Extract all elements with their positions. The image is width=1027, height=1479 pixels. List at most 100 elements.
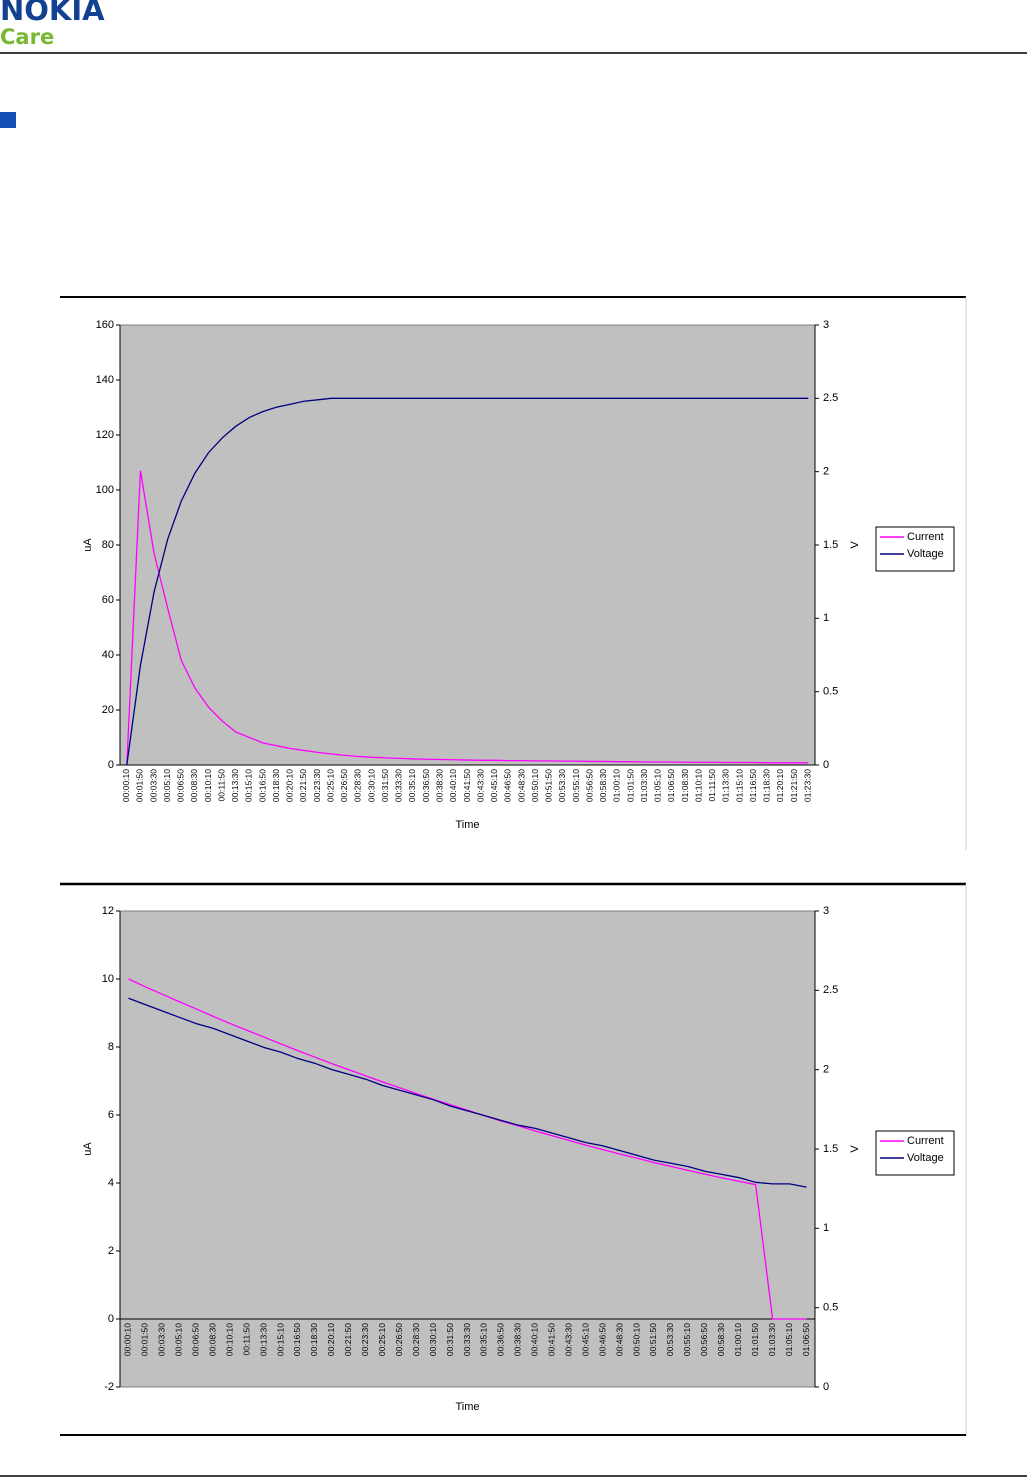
x-tick-label: 00:31:50: [445, 1323, 455, 1356]
x-tick-label: 00:45:10: [580, 1323, 590, 1356]
x-tick-label: 01:13:30: [721, 769, 731, 802]
y-tick-label: 12: [102, 905, 114, 917]
x-tick-label: 00:16:50: [257, 769, 267, 802]
x-tick-label: 00:23:30: [360, 1323, 370, 1356]
x-tick-label: 00:06:50: [191, 1323, 201, 1356]
x-tick-label: 00:33:30: [394, 769, 404, 802]
x-tick-label: 00:56:50: [584, 769, 594, 802]
x-tick-label: 00:08:30: [189, 769, 199, 802]
x-tick-label: 00:41:50: [462, 769, 472, 802]
x-tick-label: 01:06:50: [801, 1323, 811, 1356]
y2-tick-label: 3: [823, 319, 829, 331]
y2-tick-label: 2.5: [823, 392, 838, 404]
x-tick-label: 00:26:50: [339, 769, 349, 802]
x-tick-label: 00:20:10: [326, 1323, 336, 1356]
x-tick-label: 01:05:10: [784, 1323, 794, 1356]
x-tick-label: 01:05:10: [653, 769, 663, 802]
y2-tick-label: 1: [823, 612, 829, 624]
x-tick-label: 00:06:50: [176, 769, 186, 802]
x-tick-label: 00:00:10: [123, 1323, 133, 1356]
y2-tick-label: 1.5: [823, 1143, 838, 1155]
y-tick-label: 140: [96, 374, 114, 386]
x-tick-label: 00:36:50: [496, 1323, 506, 1356]
plot-area: [119, 910, 816, 1388]
legend-label: Voltage: [907, 1152, 944, 1164]
x-tick-label: 00:51:50: [648, 1323, 658, 1356]
y2-tick-label: 0: [823, 759, 829, 771]
x-tick-label: 01:18:30: [762, 769, 772, 802]
x-tick-label: 01:20:10: [775, 769, 785, 802]
x-tick-label: 00:40:10: [530, 1323, 540, 1356]
y2-tick-label: 0.5: [823, 686, 838, 698]
x-tick-label: 00:58:30: [716, 1323, 726, 1356]
y-tick-label: -2: [104, 1381, 114, 1393]
y-tick-label: 20: [102, 704, 114, 716]
logo-subtitle: Care: [0, 25, 54, 49]
x-tick-label: 00:50:10: [631, 1323, 641, 1356]
y-tick-label: 0: [108, 759, 114, 771]
x-tick-label: 00:35:10: [407, 769, 417, 802]
data-line: [128, 978, 807, 1320]
x-tick-label: 00:30:10: [366, 769, 376, 802]
x-tick-label: 00:13:30: [258, 1323, 268, 1356]
x-tick-label: 00:51:50: [544, 769, 554, 802]
x-tick-label: 01:03:30: [639, 769, 649, 802]
y2-axis-title: V: [849, 1145, 861, 1153]
x-tick-label: 00:55:10: [571, 769, 581, 802]
x-tick-label: 00:00:10: [121, 769, 131, 802]
x-tick-label: 01:00:10: [733, 1323, 743, 1356]
x-tick-label: 00:13:30: [230, 769, 240, 802]
y2-tick-label: 3: [823, 905, 829, 917]
x-tick-label: 00:48:30: [614, 1323, 624, 1356]
x-tick-label: 00:05:10: [162, 769, 172, 802]
x-tick-label: 00:10:10: [203, 769, 213, 802]
legend-box: [875, 526, 955, 572]
x-tick-label: 01:15:10: [734, 769, 744, 802]
x-tick-label: 01:16:50: [748, 769, 758, 802]
y2-axis-title: V: [849, 541, 861, 549]
section-bullet: [0, 112, 16, 128]
legend-label: Current: [907, 531, 944, 543]
x-tick-label: 00:46:50: [597, 1323, 607, 1356]
y-tick-label: 120: [96, 429, 114, 441]
y-tick-label: 6: [108, 1109, 114, 1121]
y-tick-label: 8: [108, 1041, 114, 1053]
x-tick-label: 01:00:10: [612, 769, 622, 802]
x-tick-label: 00:18:30: [309, 1323, 319, 1356]
y2-tick-label: 0: [823, 1381, 829, 1393]
x-tick-label: 00:50:10: [530, 769, 540, 802]
legend-box: [875, 1130, 955, 1176]
legend-label: Current: [907, 1135, 944, 1147]
legend-label: Voltage: [907, 548, 944, 560]
x-tick-label: 00:38:30: [435, 769, 445, 802]
x-tick-label: 00:01:50: [135, 769, 145, 802]
x-tick-label: 00:15:10: [275, 1323, 285, 1356]
x-tick-label: 01:03:30: [767, 1323, 777, 1356]
x-tick-label: 00:25:10: [325, 769, 335, 802]
y-axis-title: uA: [82, 1142, 94, 1156]
x-tick-label: 00:05:10: [174, 1323, 184, 1356]
x-tick-label: 00:33:30: [462, 1323, 472, 1356]
x-tick-label: 00:35:10: [479, 1323, 489, 1356]
x-tick-label: 01:23:30: [802, 769, 812, 802]
x-tick-label: 00:41:50: [547, 1323, 557, 1356]
x-tick-label: 00:08:30: [207, 1323, 217, 1356]
x-tick-label: 00:30:10: [428, 1323, 438, 1356]
x-axis-title: Time: [455, 1401, 479, 1413]
data-line: [126, 397, 809, 766]
y-tick-label: 160: [96, 319, 114, 331]
x-tick-label: 00:36:50: [421, 769, 431, 802]
x-tick-label: 00:48:30: [516, 769, 526, 802]
x-tick-label: 00:18:30: [271, 769, 281, 802]
x-tick-label: 00:20:10: [285, 769, 295, 802]
x-tick-label: 01:01:50: [750, 1323, 760, 1356]
x-tick-label: 00:26:50: [394, 1323, 404, 1356]
x-tick-label: 00:15:10: [244, 769, 254, 802]
x-tick-label: 00:53:30: [557, 769, 567, 802]
y-tick-label: 10: [102, 973, 114, 985]
x-tick-label: 00:56:50: [699, 1323, 709, 1356]
y-tick-label: 40: [102, 649, 114, 661]
x-tick-label: 00:45:10: [489, 769, 499, 802]
y2-tick-label: 1.5: [823, 539, 838, 551]
